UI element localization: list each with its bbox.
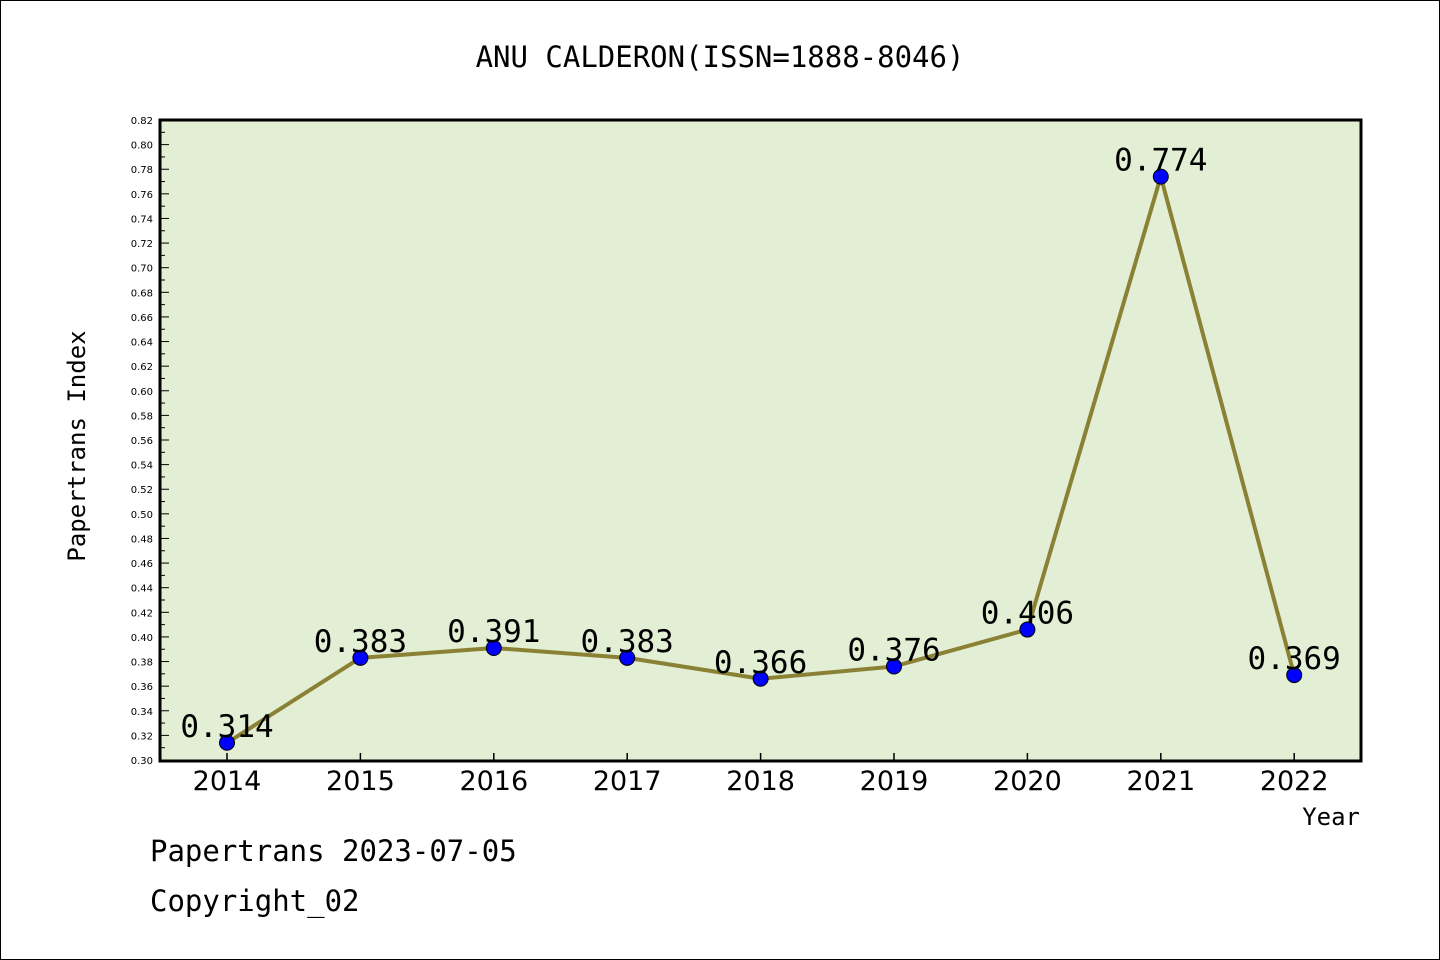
footer-copyright-text: Copyright_02 <box>150 884 360 918</box>
x-tick-label: 2018 <box>726 766 795 797</box>
y-tick-label: 0.50 <box>131 510 153 521</box>
data-label: 0.383 <box>581 624 674 660</box>
y-axis-label: Papertrans Index <box>63 330 91 561</box>
data-markers <box>219 168 1303 751</box>
x-tick-label: 2016 <box>459 766 528 797</box>
y-tick-label: 0.54 <box>131 461 153 472</box>
data-point <box>752 670 769 687</box>
x-axis: 2014 2015 2016 2017 2018 2019 2020 2021 2022 <box>193 753 1329 797</box>
y-tick-label: 0.72 <box>131 239 153 250</box>
x-tick-label: 2020 <box>993 766 1062 797</box>
y-tick-label: 0.42 <box>131 608 153 619</box>
data-labels: 0.314 0.383 0.391 0.383 0.366 0.376 0.406 0.774… <box>180 143 1341 745</box>
y-tick-label: 0.58 <box>131 411 153 422</box>
data-label: 0.774 <box>1114 143 1207 179</box>
y-tick-label: 0.76 <box>131 190 153 201</box>
y-axis: 0.30 0.32 0.34 0.36 0.38 0.40 0.42 0.44 0.46 0.48… <box>131 116 169 767</box>
data-point <box>619 649 636 666</box>
data-label: 0.314 <box>180 709 273 745</box>
y-tick-label: 0.36 <box>131 682 153 693</box>
y-tick-label: 0.44 <box>131 584 153 595</box>
data-point <box>886 658 902 675</box>
y-tick-label: 0.52 <box>131 485 153 496</box>
data-label: 0.391 <box>447 614 540 650</box>
y-tick-label: 0.66 <box>131 313 153 324</box>
y-tick-label: 0.64 <box>131 338 153 349</box>
y-tick-label: 0.82 <box>131 116 153 127</box>
y-tick-label: 0.40 <box>131 633 153 644</box>
y-tick-label: 0.78 <box>131 165 153 176</box>
x-tick-label: 2019 <box>860 766 929 797</box>
data-label: 0.369 <box>1248 641 1341 677</box>
x-tick-label: 2022 <box>1260 766 1329 797</box>
y-tick-label: 0.46 <box>131 559 153 570</box>
data-label: 0.383 <box>314 624 407 660</box>
y-tick-label: 0.74 <box>131 214 153 225</box>
data-point <box>485 640 502 656</box>
x-tick-label: 2021 <box>1126 766 1195 797</box>
data-point <box>219 734 235 751</box>
data-point <box>1019 621 1036 638</box>
y-tick-label: 0.68 <box>131 288 153 299</box>
y-tick-label: 0.48 <box>131 534 153 545</box>
y-tick-label: 0.62 <box>131 362 153 373</box>
data-point <box>1286 667 1303 684</box>
y-tick-label: 0.34 <box>131 707 153 718</box>
y-tick-label: 0.56 <box>131 436 153 447</box>
y-tick-label: 0.80 <box>131 141 153 152</box>
x-tick-label: 2015 <box>326 766 395 797</box>
x-tick-label: 2017 <box>593 766 662 797</box>
x-axis-label: Year <box>1302 803 1360 831</box>
data-label: 0.366 <box>714 645 807 681</box>
x-tick-label: 2014 <box>193 766 262 797</box>
data-point <box>1152 168 1169 185</box>
data-label: 0.376 <box>847 632 940 668</box>
footer-date-text: Papertrans 2023-07-05 <box>150 834 517 868</box>
data-label: 0.406 <box>981 596 1074 632</box>
y-tick-label: 0.38 <box>131 658 153 669</box>
data-point <box>352 649 369 666</box>
y-tick-label: 0.30 <box>131 756 153 767</box>
chart-title: ANU CALDERON(ISSN=1888-8046) <box>476 40 965 74</box>
y-tick-label: 0.60 <box>131 387 153 398</box>
y-tick-label: 0.70 <box>131 264 153 275</box>
y-tick-label: 0.32 <box>131 731 153 742</box>
